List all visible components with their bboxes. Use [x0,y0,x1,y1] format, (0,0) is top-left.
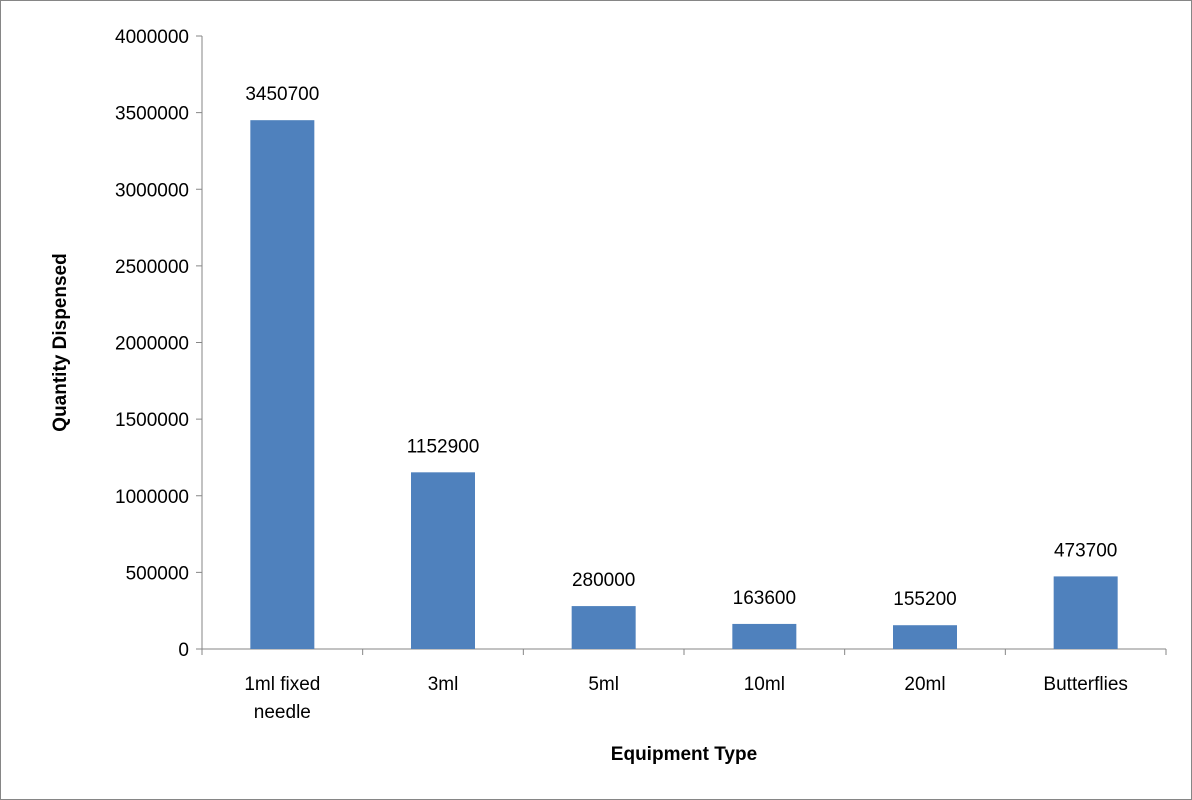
bar-value-label: 163600 [733,588,796,609]
y-tick-label: 1500000 [115,410,189,431]
x-category-label: Butterflies [1043,674,1127,695]
x-category-label: 20ml [904,674,945,695]
bars [250,120,1118,649]
bar-value-label: 280000 [572,570,635,591]
bar-value-label: 155200 [893,589,956,610]
category-labels: 1ml fixed needle 3ml 5ml 10ml 20ml Butterflies [244,674,1128,723]
x-category-label: 5ml [588,674,619,695]
y-tick-label: 3500000 [115,104,189,125]
y-tick-label: 3000000 [115,180,189,201]
y-tick-label: 2500000 [115,257,189,278]
x-axis [201,648,1167,655]
y-tick-label: 1000000 [115,487,189,508]
y-axis-title: Quantity Dispensed [50,253,71,431]
y-axis: 0 500000 1000000 1500000 2000000 2500000 30000… [115,27,203,661]
bar [732,623,797,649]
y-tick-label: 500000 [126,563,189,584]
data-labels: 3450700 1152900 280000 163600 155200 473700 [245,84,1117,610]
x-category-label: 1ml fixed [244,674,320,695]
x-category-label: 3ml [428,674,459,695]
bar [250,120,315,649]
y-tick-label: 2000000 [115,334,189,355]
bar [1053,576,1118,649]
bar [893,625,957,649]
bar [571,606,636,649]
x-category-label: needle [254,702,311,723]
x-axis-title: Equipment Type [611,744,757,765]
y-tick-label: 4000000 [115,27,189,48]
bar [411,472,475,649]
bar-value-label: 473700 [1054,540,1117,561]
x-category-label: 10ml [744,674,785,695]
bar-value-label: 1152900 [407,436,480,457]
bar-value-label: 3450700 [245,84,319,105]
y-tick-label: 0 [178,640,189,661]
